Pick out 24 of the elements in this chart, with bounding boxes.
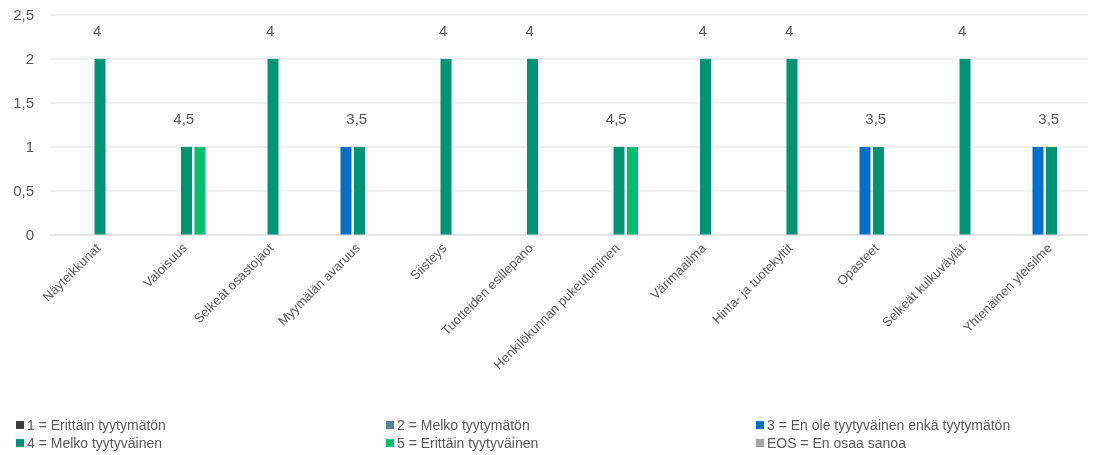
y-tick-label: 0: [25, 226, 34, 244]
y-tick-label: 2: [25, 50, 34, 68]
annotation: 4: [698, 22, 707, 40]
legend-label: EOS = En osaa sanoa: [767, 434, 907, 451]
y-tick-label: 0,5: [13, 182, 34, 200]
annotation: 4: [785, 22, 794, 40]
annotation: 4: [93, 22, 102, 40]
legend-label: 2 = Melko tyytymätön: [397, 416, 530, 433]
legend-label: 4 = Melko tyytyväinen: [27, 434, 163, 451]
y-tick-label: 1,5: [13, 94, 34, 112]
annotation: 4,5: [173, 110, 195, 128]
annotation: 3,5: [346, 110, 368, 128]
legend-label: 5 = Erittäin tyytyväinen: [397, 434, 539, 451]
annotation: 4: [525, 22, 534, 40]
annotation: 4: [266, 22, 275, 40]
legend-label: 1 = Erittäin tyytymätön: [27, 416, 166, 433]
annotation: 4: [958, 22, 967, 40]
legend-label: 3 = En ole tyytyväinen enkä tyytymätön: [767, 416, 1011, 433]
annotation: 4: [439, 22, 448, 40]
y-tick-label: 1: [25, 138, 34, 156]
annotation: 3,5: [865, 110, 887, 128]
y-tick-label: 2,5: [13, 6, 34, 24]
annotation: 4,5: [605, 110, 627, 128]
annotation: 3,5: [1038, 110, 1060, 128]
